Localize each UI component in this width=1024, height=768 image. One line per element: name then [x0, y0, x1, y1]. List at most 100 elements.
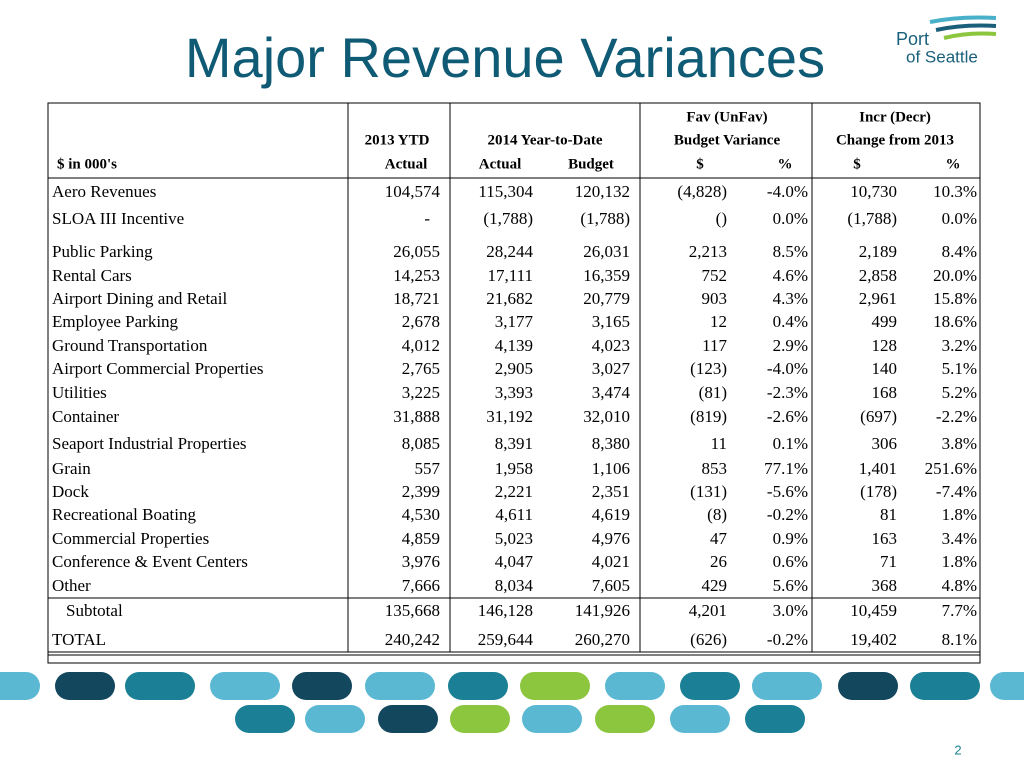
- cell-value: -0.2%: [767, 505, 808, 524]
- cell-value: -4.0%: [767, 359, 808, 378]
- row-label: Dock: [52, 482, 89, 501]
- cell-value: 0.0%: [773, 209, 808, 228]
- cell-value: 4,611: [495, 505, 533, 524]
- cell-value: 0.4%: [773, 312, 808, 331]
- cell-value: 135,668: [385, 601, 440, 620]
- cell-value: 306: [872, 434, 898, 453]
- cell-value: (697): [860, 407, 897, 426]
- cell-value: 2,961: [859, 289, 897, 308]
- cell-value: 146,128: [478, 601, 533, 620]
- cell-value: 10,459: [850, 601, 897, 620]
- logo-text: of Seattle: [906, 47, 978, 66]
- column-header: 2014 Year-to-Date: [487, 132, 602, 148]
- cell-value: 3.2%: [942, 336, 977, 355]
- cell-value: (1,788): [847, 209, 897, 228]
- cell-value: 903: [702, 289, 728, 308]
- logo: Port of Seattle: [896, 15, 997, 66]
- cell-value: 4,859: [402, 529, 440, 548]
- cell-value: 2,189: [859, 242, 897, 261]
- cell-value: 11: [711, 434, 727, 453]
- cell-value: 20.0%: [933, 266, 977, 285]
- cell-value: (1,788): [483, 209, 533, 228]
- logo-text: Port: [896, 29, 929, 49]
- cell-value: 26,031: [583, 242, 630, 261]
- cell-value: 2,213: [689, 242, 727, 261]
- cell-value: 5.6%: [773, 576, 808, 595]
- cell-value: 0.6%: [773, 552, 808, 571]
- cell-value: -2.3%: [767, 383, 808, 402]
- cell-value: 47: [710, 529, 728, 548]
- cell-value: (8): [707, 505, 727, 524]
- cell-value: 117: [702, 336, 727, 355]
- cell-value: -2.6%: [767, 407, 808, 426]
- row-label: SLOA III Incentive: [52, 209, 184, 228]
- cell-value: (131): [690, 482, 727, 501]
- cell-value: 5,023: [495, 529, 533, 548]
- cell-value: 0.9%: [773, 529, 808, 548]
- cell-value: 71: [880, 552, 897, 571]
- cell-value: 7.7%: [942, 601, 977, 620]
- cell-value: 120,132: [575, 182, 630, 201]
- cell-value: 3,393: [495, 383, 533, 402]
- row-label: TOTAL: [52, 630, 106, 649]
- cell-value: 2.9%: [773, 336, 808, 355]
- cell-value: 8,391: [495, 434, 533, 453]
- cell-value: 4,023: [592, 336, 630, 355]
- cell-value: 2,351: [592, 482, 630, 501]
- cell-value: (1,788): [580, 209, 630, 228]
- column-header: Actual: [385, 156, 428, 172]
- cell-value: 140: [872, 359, 898, 378]
- cell-value: 77.1%: [764, 459, 808, 478]
- cell-value: 8.1%: [942, 630, 977, 649]
- cell-value: 8.4%: [942, 242, 977, 261]
- cell-value: 251.6%: [925, 459, 977, 478]
- cell-value: 499: [872, 312, 898, 331]
- cell-value: 4.3%: [773, 289, 808, 308]
- cell-value: 1,106: [592, 459, 630, 478]
- cell-value: 18,721: [393, 289, 440, 308]
- cell-value: -7.4%: [936, 482, 977, 501]
- cell-value: 260,270: [575, 630, 630, 649]
- cell-value: 1,401: [859, 459, 897, 478]
- cell-value: 8,085: [402, 434, 440, 453]
- cell-value: 3,474: [592, 383, 631, 402]
- cell-value: 3,165: [592, 312, 630, 331]
- column-header: Incr (Decr): [859, 109, 931, 125]
- cell-value: 10,730: [850, 182, 897, 201]
- row-label: Employee Parking: [52, 312, 179, 331]
- cell-value: 14,253: [393, 266, 440, 285]
- cell-value: 26,055: [393, 242, 440, 261]
- cell-value: 10.3%: [933, 182, 977, 201]
- cell-value: 81: [880, 505, 897, 524]
- cell-value: 557: [415, 459, 441, 478]
- cell-value: 17,111: [488, 266, 534, 285]
- cell-value: 2,221: [495, 482, 533, 501]
- cell-value: 4,530: [402, 505, 440, 524]
- row-label: Commercial Properties: [52, 529, 209, 548]
- cell-value: 3,976: [402, 552, 440, 571]
- column-header: %: [946, 156, 961, 172]
- cell-value: 2,678: [402, 312, 440, 331]
- cell-value: 16,359: [583, 266, 630, 285]
- cell-value: (): [716, 209, 727, 228]
- row-label: Seaport Industrial Properties: [52, 434, 247, 453]
- cell-value: 7,666: [402, 576, 440, 595]
- cell-value: 31,888: [393, 407, 440, 426]
- cell-value: 2,905: [495, 359, 533, 378]
- cell-value: 4,619: [592, 505, 630, 524]
- column-header: Budget Variance: [674, 132, 781, 148]
- cell-value: -5.6%: [767, 482, 808, 501]
- page-number: 2: [954, 742, 961, 757]
- cell-value: 141,926: [575, 601, 630, 620]
- cell-value: 3,027: [592, 359, 631, 378]
- cell-value: 28,244: [486, 242, 533, 261]
- cell-value: 18.6%: [933, 312, 977, 331]
- cell-value: -4.0%: [767, 182, 808, 201]
- cell-value: 3,177: [495, 312, 534, 331]
- column-header: Budget: [568, 156, 614, 172]
- cell-value: 8.5%: [773, 242, 808, 261]
- column-header: Actual: [479, 156, 522, 172]
- cell-value: 168: [872, 383, 898, 402]
- cell-value: 8,380: [592, 434, 630, 453]
